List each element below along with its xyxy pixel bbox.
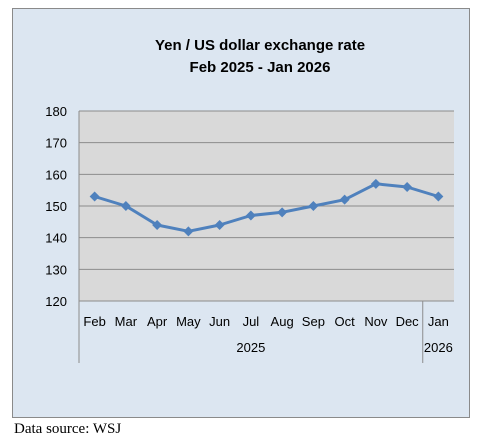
y-tick-label: 140 — [45, 231, 67, 246]
data-point-marker — [370, 178, 381, 189]
y-tick-label: 120 — [45, 294, 67, 309]
data-point-marker — [339, 194, 350, 205]
x-tick-label: Apr — [147, 314, 168, 329]
source-note: Data source: WSJ — [14, 421, 122, 437]
data-point-marker — [402, 182, 413, 192]
x-tick-label: Nov — [364, 314, 388, 329]
x-tick-label: May — [176, 314, 201, 329]
x-tick-label: Jan — [428, 314, 449, 329]
data-point-marker — [245, 210, 256, 221]
chart-title: Yen / US dollar exchange rate — [155, 37, 365, 54]
y-tick-label: 170 — [45, 136, 67, 151]
data-point-marker — [183, 226, 194, 237]
x-tick-label: Jun — [209, 314, 230, 329]
x-tick-label: Sep — [302, 314, 325, 329]
year-group-label: 2026 — [424, 340, 453, 355]
y-tick-label: 160 — [45, 167, 67, 182]
chart-subtitle: Feb 2025 - Jan 2026 — [190, 59, 331, 76]
x-tick-label: Oct — [335, 314, 356, 329]
y-tick-label: 180 — [45, 104, 67, 119]
data-point-marker — [89, 191, 100, 202]
x-tick-label: Aug — [271, 314, 294, 329]
data-point-marker — [308, 201, 319, 211]
data-point-marker — [214, 220, 225, 230]
data-point-marker — [120, 201, 131, 211]
y-tick-label: 150 — [45, 199, 67, 214]
x-tick-label: Jul — [243, 314, 260, 329]
data-point-marker — [277, 207, 288, 218]
x-tick-label: Dec — [396, 314, 420, 329]
chart-frame: Yen / US dollar exchange rate Feb 2025 -… — [12, 8, 470, 418]
x-tick-label: Feb — [83, 314, 105, 329]
data-point-marker — [433, 191, 444, 202]
line-chart: Yen / US dollar exchange rate Feb 2025 -… — [45, 37, 454, 363]
series-line — [94, 182, 439, 233]
y-tick-label: 130 — [45, 262, 67, 277]
year-group-label: 2025 — [236, 340, 265, 355]
data-point-marker — [152, 220, 163, 230]
x-tick-label: Mar — [115, 314, 138, 329]
